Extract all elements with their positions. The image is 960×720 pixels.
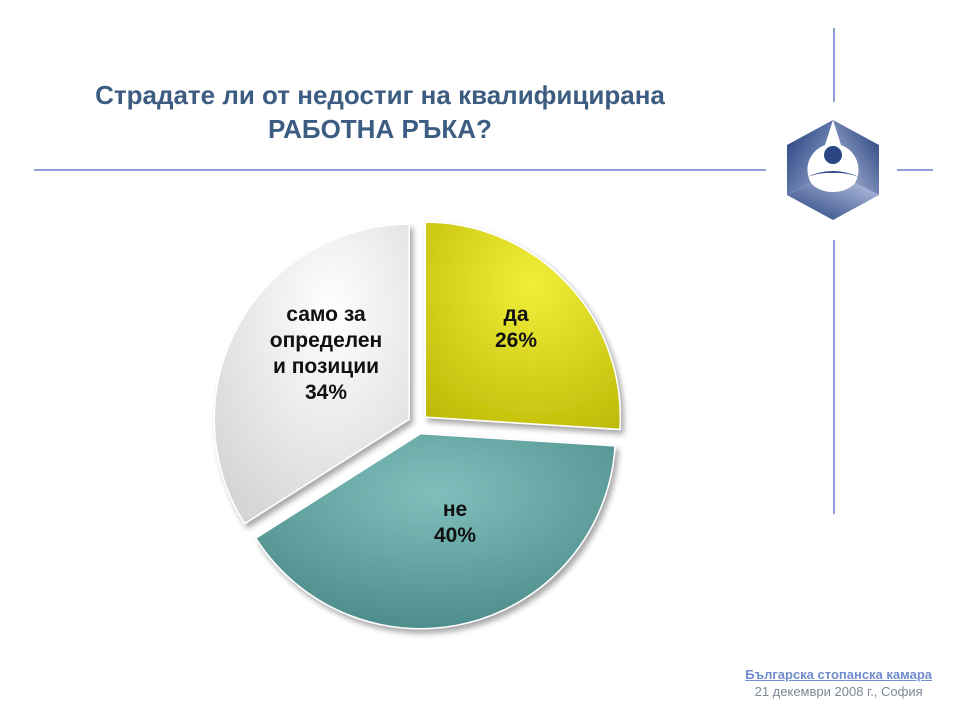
pie-slice-da — [424, 221, 622, 431]
title-line-1: Страдате ли от недостиг на квалифицирана — [95, 80, 665, 110]
slice-label-da-name: да — [503, 303, 529, 326]
pie-slice-ne — [254, 432, 616, 630]
footer-date: 21 декември 2008 г., София — [754, 684, 923, 699]
slice-label-positions-line1: само за — [286, 303, 366, 326]
slice-label-positions-line2: определен — [269, 329, 383, 352]
slice-label-da-value: 26% — [494, 329, 538, 352]
slice-label-positions-value: 34% — [304, 381, 348, 404]
slide-title: Страдате ли от недостиг на квалифицирана… — [30, 78, 730, 146]
title-line-2: РАБОТНА РЪКА? — [268, 114, 492, 144]
pie-slice-positions — [213, 223, 410, 525]
title-divider-left — [34, 169, 766, 171]
slice-label-positions-line3: и позиции — [272, 355, 380, 378]
slice-label-ne-value: 40% — [433, 524, 477, 547]
logo-divider-top — [833, 28, 835, 102]
organization-logo-icon — [787, 120, 879, 220]
slice-label-positions: само за определен и позиции 34% — [256, 302, 396, 406]
title-divider-right — [897, 169, 933, 171]
logo-divider-bottom — [833, 240, 835, 514]
slice-label-ne: не 40% — [385, 497, 525, 549]
footer-organization-link[interactable]: Българска стопанска камара — [745, 667, 932, 682]
footer: Българска стопанска камара 21 декември 2… — [745, 666, 932, 700]
slice-label-ne-name: не — [442, 498, 468, 521]
slice-label-da: да 26% — [446, 302, 586, 354]
